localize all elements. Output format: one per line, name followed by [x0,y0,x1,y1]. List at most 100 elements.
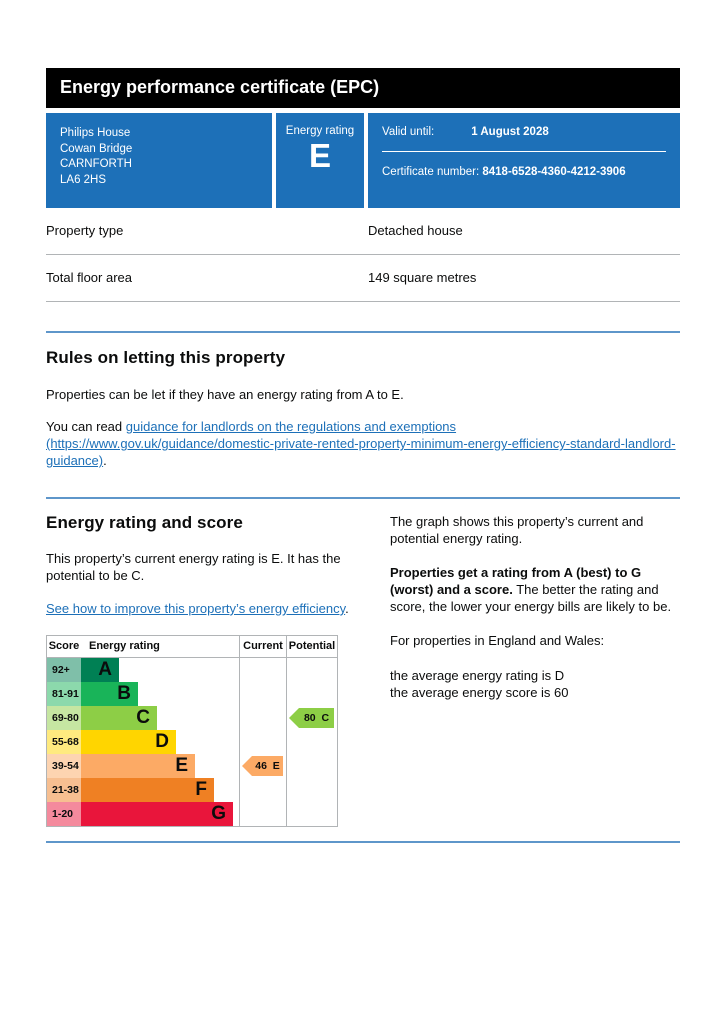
epc-potential-label: 80 C [303,712,330,725]
validity-box: Valid until: 1 August 2028 Certificate n… [368,113,680,208]
energy-rating-value: E [308,137,331,174]
graph-explainer-paragraph: The graph shows this property’s current … [390,513,644,546]
epc-band-row-g: 1-20 G [47,802,337,827]
epc-current-cell [239,706,286,731]
epc-score-range: 55-68 [47,730,81,755]
epc-band-bar-f: F [81,778,214,803]
rating-section-heading: Energy rating and score [46,512,243,532]
property-type-value: Detached house [368,223,463,238]
section-divider [46,841,680,844]
energy-rating-box: Energy rating E [276,113,364,208]
property-type-label: Property type [46,223,124,238]
chart-col-current-header: Current [239,636,286,658]
improve-efficiency-paragraph: See how to improve this property’s energ… [46,600,349,616]
epc-rating-chart: Score Energy rating Current Potential 92… [46,635,338,828]
epc-current-marker: 46 E [242,756,283,777]
epc-current-cell [239,730,286,755]
epc-band-bar-b: B [81,682,138,707]
epc-band-row-d: 55-68 D [47,730,337,755]
chart-col-score-header: Score [48,640,80,653]
epc-chart-header: Score Energy rating Current Potential [47,636,337,659]
epc-band-row-e: 39-54 E 46 E [47,754,337,779]
certificate-summary-banner: Philips House Cowan Bridge CARNFORTH LA6 2H… [46,113,680,208]
address-line: LA6 2HS [60,173,107,186]
landlord-guidance-url-link[interactable]: (https://www.gov.uk/guidance/domestic-pr… [46,436,676,469]
address-line: Philips House [60,127,131,139]
epc-bar-area: D [81,730,239,755]
address-line: CARNFORTH [60,158,132,171]
epc-potential-marker: 80 C [289,708,334,729]
average-rating-line: the average energy rating is D [390,667,565,683]
improve-efficiency-link[interactable]: See how to improve this property’s energ… [46,600,346,616]
chart-col-rating-header: Energy rating [89,640,160,653]
epc-potential-cell [286,778,337,803]
average-score-line: the average energy score is 60 [390,685,569,701]
property-address: Philips House Cowan Bridge CARNFORTH LA6 2H… [46,113,272,208]
epc-band-bar-a: A [81,658,119,683]
section-divider [46,496,680,499]
epc-potential-cell [286,802,337,827]
epc-current-label: 46 E [255,760,280,773]
table-row-property-type: Property type Detached house [46,208,680,255]
section-divider [46,331,680,333]
epc-band-row-b: 81-91 B [47,682,337,707]
epc-score-range: 92+ [47,658,81,683]
epc-band-row-c: 69-80 C 80 C [47,706,337,731]
epc-current-cell [239,778,286,803]
rules-section-heading: Rules on letting this property [46,348,286,367]
epc-bar-area: A [81,658,239,683]
epc-potential-cell [286,682,337,707]
guidance-text-prefix: You can read [46,419,126,435]
epc-chart-rows: 92+ A 81-91 B 69-80 C 80 C 55-68 D 39-54 E 46 E 21-3… [47,658,337,827]
epc-current-cell [239,658,286,683]
rating-scale-bold: Properties get a rating from A (best) to… [390,564,642,598]
epc-score-range: 81-91 [47,682,81,707]
epc-score-range: 69-80 [47,706,81,731]
epc-band-bar-c: C [81,706,157,731]
epc-potential-cell [286,754,337,779]
address-line: Cowan Bridge [60,142,133,155]
england-wales-paragraph: For properties in England and Wales: [390,633,605,649]
epc-band-bar-e: E [81,754,195,779]
epc-potential-cell [286,658,337,683]
epc-band-bar-d: D [81,730,176,755]
epc-band-row-f: 21-38 F [47,778,337,803]
average-stats: the average energy rating is D the avera… [390,667,680,702]
floor-area-label: Total floor area [46,270,132,285]
epc-potential-cell: 80 C [286,706,337,731]
certificate-number-value: 8418-6528-4360-4212-3906 [482,166,626,178]
landlord-guidance-link[interactable]: guidance for landlords on the regulation… [125,419,457,435]
epc-score-range: 39-54 [47,754,81,779]
energy-rating-label: Energy rating [285,125,355,137]
guidance-text-suffix: . [103,453,107,469]
property-facts-table: Property type Detached house Total floor… [46,208,680,302]
page-title: Energy performance certificate (EPC) [46,68,680,108]
epc-current-cell [239,802,286,827]
epc-bar-area: F [81,778,239,803]
current-rating-paragraph: This property’s current energy rating is… [46,550,341,583]
rating-scale-paragraph: Properties get a rating from A (best) to… [390,564,672,615]
epc-score-range: 1-20 [47,802,81,827]
epc-bar-area: G [81,802,239,827]
arrow-point-icon [289,708,299,729]
rules-guidance-paragraph: You can read guidance for landlords on t… [46,418,680,469]
arrow-point-icon [242,756,252,777]
epc-bar-area: E [81,754,239,779]
chart-col-potential-header: Potential [286,636,337,658]
epc-bar-area: B [81,682,239,707]
valid-until-label: Valid until: [382,126,435,138]
rules-paragraph: Properties can be let if they have an en… [46,387,404,402]
table-row-floor-area: Total floor area 149 square metres [46,255,680,302]
validity-divider [382,151,666,152]
valid-until-value: 1 August 2028 [471,126,549,138]
epc-band-bar-g: G [81,802,233,827]
epc-potential-cell [286,730,337,755]
epc-current-cell [239,682,286,707]
epc-band-row-a: 92+ A [47,658,337,683]
certificate-number-label: Certificate number: [382,166,480,178]
epc-score-range: 21-38 [47,778,81,803]
epc-current-cell: 46 E [239,754,286,779]
floor-area-value: 149 square metres [368,270,477,285]
epc-bar-area: C [81,706,239,731]
